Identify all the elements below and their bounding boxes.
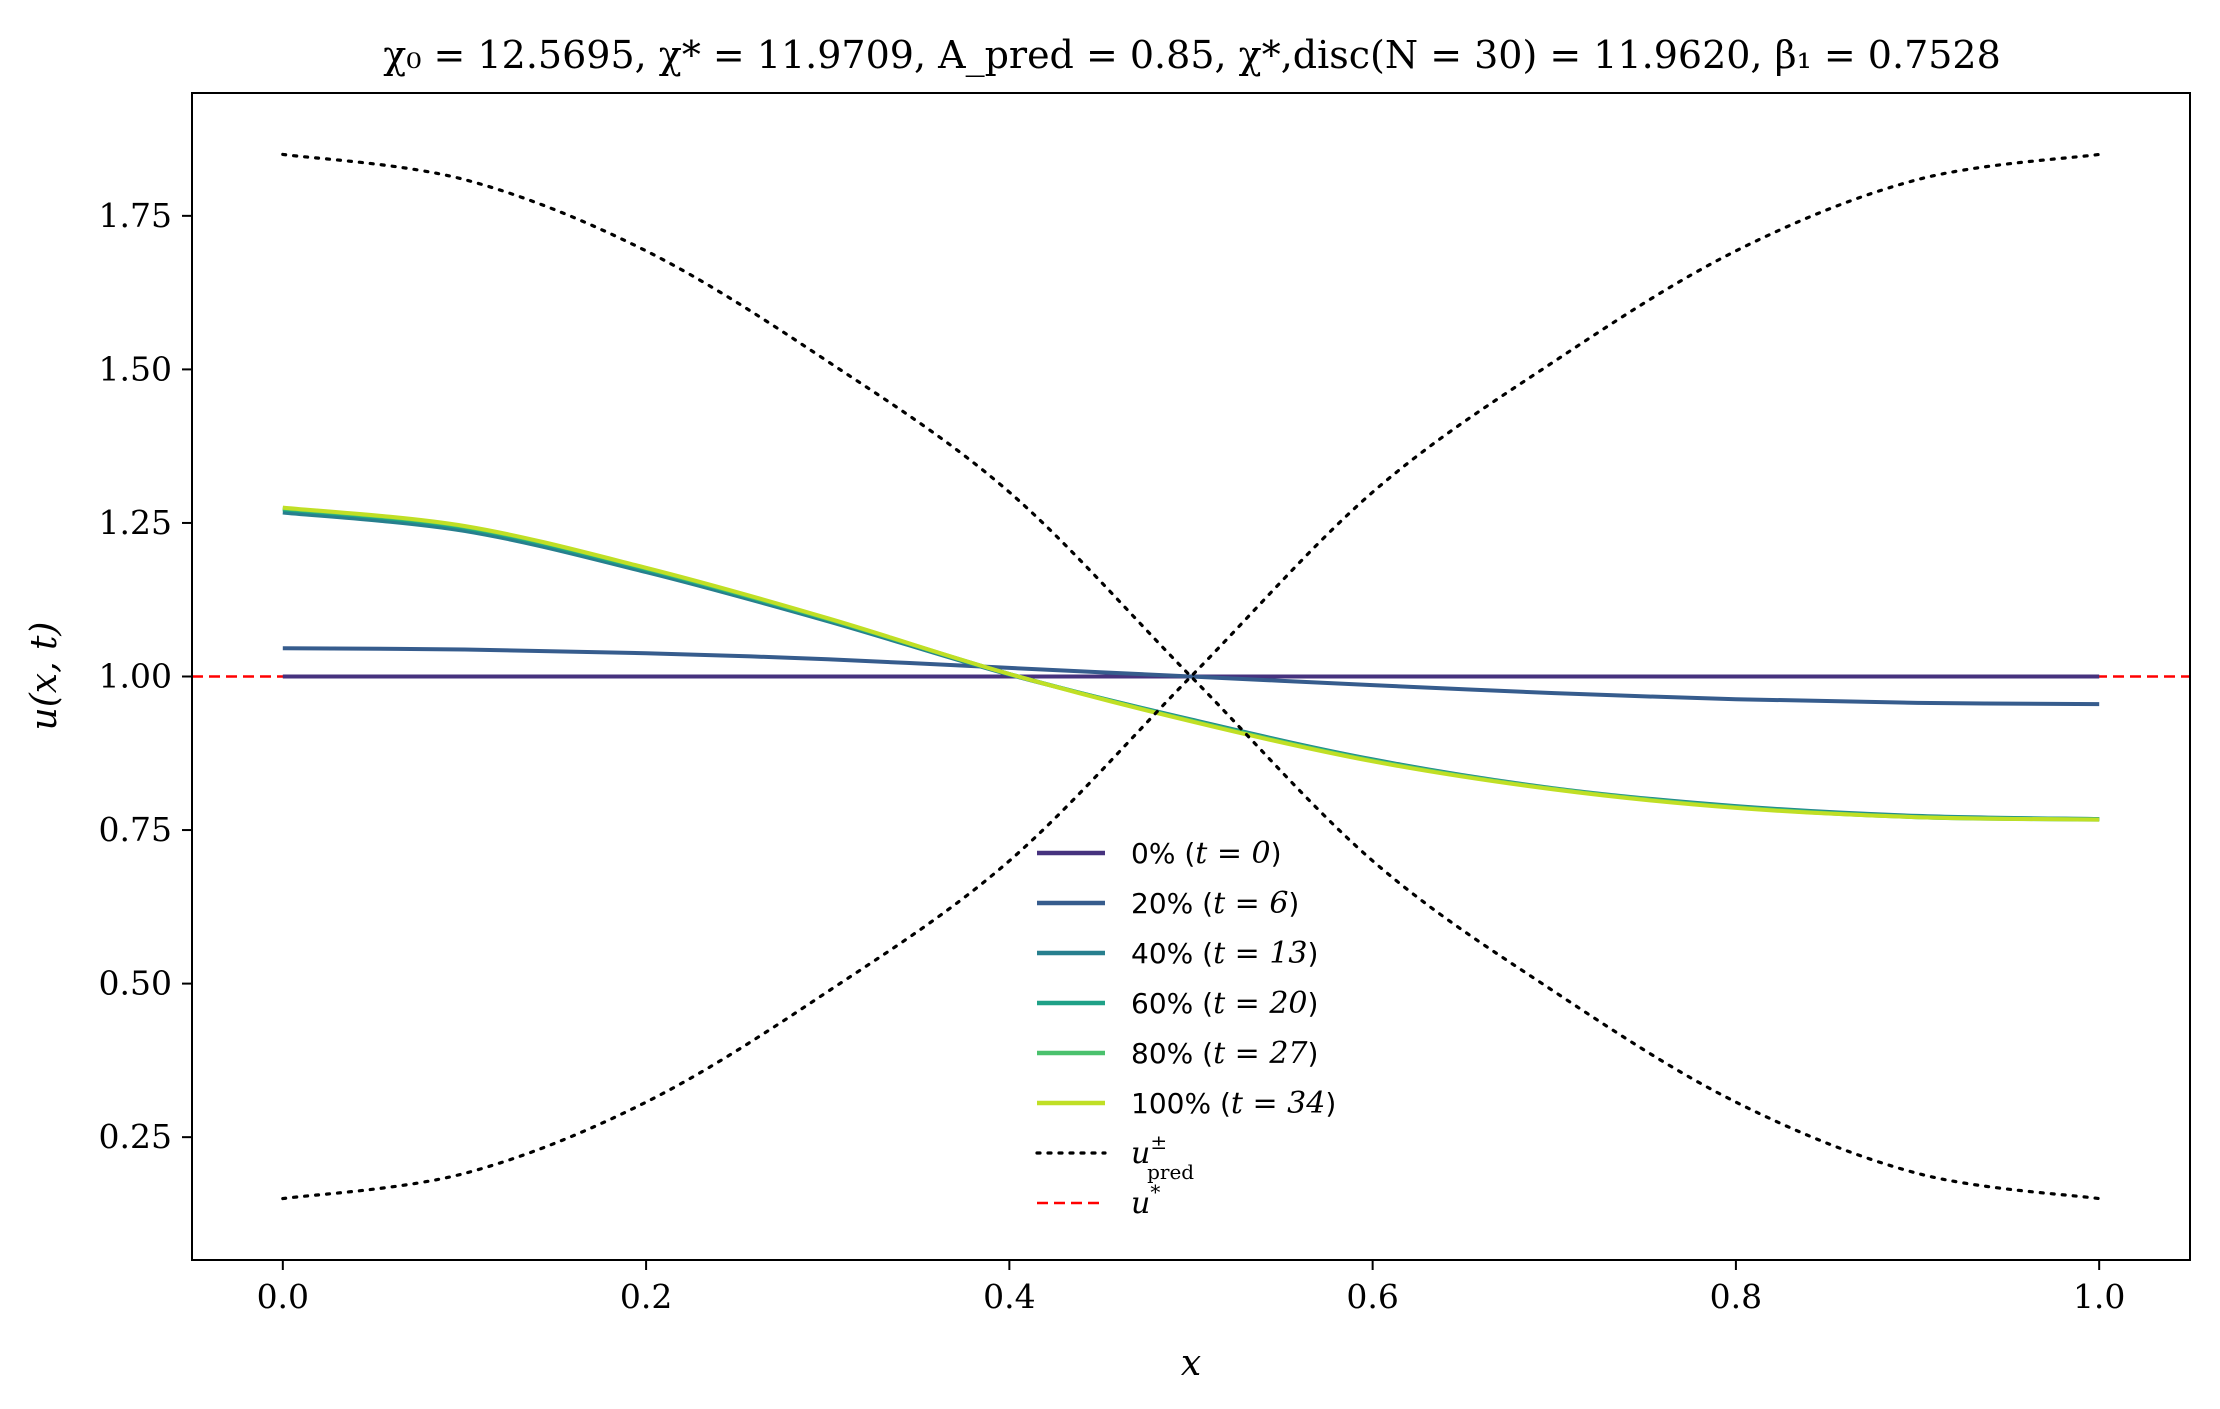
y-tick-label: 0.50 <box>99 964 172 1003</box>
x-tick-label: 0.8 <box>1710 1277 1762 1316</box>
y-tick-label: 0.25 <box>99 1117 172 1156</box>
legend-label: 40% (t = 13) <box>1131 936 1318 971</box>
y-tick-label: 1.25 <box>99 503 172 542</box>
chart-title: χ₀ = 12.5695, χ* = 11.9709, A_pred = 0.8… <box>383 33 2001 78</box>
series-lines <box>192 152 2190 1201</box>
title-chistar: χ* = 11.9709, <box>659 33 926 77</box>
x-axis-ticks: 0.0 0.2 0.4 0.6 0.8 1.0 <box>257 1260 2125 1316</box>
legend-item: 20% (t = 6) <box>1037 886 1299 921</box>
series-line-100-t-34 <box>282 505 2100 822</box>
legend-item: 100% (t = 34) <box>1037 1086 1336 1121</box>
series-line-u-pred-upper-branch <box>281 152 2101 1201</box>
legend-label: 60% (t = 20) <box>1131 986 1318 1021</box>
title-beta1: β₁ = 0.7528 <box>1775 33 2001 77</box>
legend-item: 0% (t = 0) <box>1037 836 1282 871</box>
series-line-u-pred-lower-branch <box>281 152 2101 1201</box>
y-axis-label: u(x, t) <box>24 622 65 731</box>
legend-label: 80% (t = 27) <box>1131 1036 1318 1071</box>
legend-item: 60% (t = 20) <box>1037 986 1318 1021</box>
legend-label: u* <box>1131 1180 1160 1221</box>
legend-label: 20% (t = 6) <box>1131 886 1299 921</box>
legend-label: u± pred <box>1131 1130 1194 1184</box>
y-axis-ticks: 0.25 0.50 0.75 1.00 1.25 1.50 1.75 <box>99 196 192 1156</box>
legend: 0% (t = 0) 20% (t = 6) 40% (t = 13) 60% (t … <box>1035 836 1336 1221</box>
legend-label: 0% (t = 0) <box>1131 836 1282 871</box>
legend-item: 80% (t = 27) <box>1037 1036 1318 1071</box>
title-chidisc: χ*,disc(N = 30) = 11.9620, <box>1239 33 1763 77</box>
x-tick-label: 0.0 <box>257 1277 309 1316</box>
legend-item: 40% (t = 13) <box>1037 936 1318 971</box>
legend-item: u* <box>1037 1180 1160 1221</box>
y-tick-label: 1.00 <box>99 657 172 696</box>
x-tick-label: 0.2 <box>620 1277 672 1316</box>
series-line-40-t-13 <box>282 510 2100 821</box>
y-tick-label: 1.50 <box>99 349 172 388</box>
series-line-60-t-20 <box>282 507 2100 821</box>
x-tick-label: 0.6 <box>1346 1277 1398 1316</box>
series-line-20-t-6 <box>282 646 2100 707</box>
title-apred: A_pred = 0.85, <box>937 33 1226 78</box>
series-line-80-t-27 <box>282 506 2100 822</box>
y-tick-label: 0.75 <box>99 810 172 849</box>
x-axis-label: x <box>1181 1343 1201 1384</box>
y-tick-label: 1.75 <box>99 196 172 235</box>
legend-item: u± pred <box>1035 1130 1194 1184</box>
x-tick-label: 1.0 <box>2073 1277 2125 1316</box>
x-tick-label: 0.4 <box>983 1277 1035 1316</box>
legend-label: 100% (t = 34) <box>1131 1086 1336 1121</box>
title-chi0: χ₀ = 12.5695, <box>383 33 646 77</box>
